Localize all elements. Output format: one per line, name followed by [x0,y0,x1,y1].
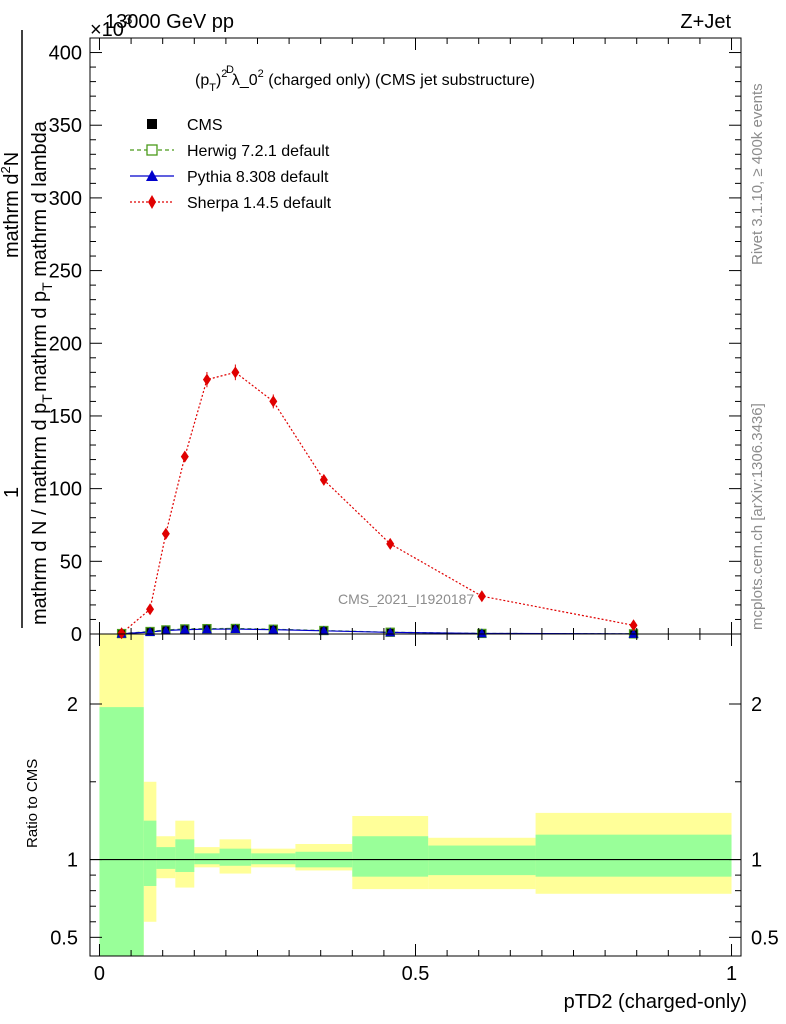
main-y-tick-label: 200 [49,333,82,355]
sherpa-point [231,366,240,379]
ratio-axis-label: Ratio to CMS [24,759,41,848]
legend-entry: CMS [147,117,223,134]
ratio-green-band [194,853,220,865]
ratio-y-tick-label-right: 1 [751,850,762,872]
pythia-point [268,624,279,634]
y-label-numerator-top: mathrm d2N [0,152,23,258]
main-y-tick-label: 250 [49,261,82,283]
y-label-denominator: mathrm d N / mathrm d pT [29,394,55,625]
y-axis-label: 1 mathrm d N / mathrm d pT mathrm d2N ma… [0,30,55,628]
x-tick-label: 0 [94,963,105,985]
header-right-label: Z+Jet [680,11,731,33]
ratio-green-band [352,836,429,877]
main-y-tick-label: 50 [60,551,82,573]
pythia-point [476,628,487,638]
legend-marker [148,195,156,209]
mcplots-label: mcplots.cern.ch [arXiv:1306.3436] [749,403,766,630]
sherpa-point [202,373,211,386]
pythia-point [160,625,171,635]
analysis-watermark: CMS_2021_I1920187 [338,591,474,607]
main-y-tick-label: 300 [49,188,82,210]
legend-marker [147,119,157,129]
x-axis-label: pTD2 (charged-only) [564,991,747,1013]
legend-entry: Pythia 8.308 default [130,169,329,186]
legend-label: Pythia 8.308 default [187,169,329,186]
pythia-point [318,625,329,635]
x-tick-label: 0.5 [402,963,430,985]
pythia-point [230,624,241,634]
legend-entry: Herwig 7.2.1 default [130,143,330,160]
ratio-green-band [535,834,732,877]
legend-entry: Sherpa 1.4.5 default [130,195,332,212]
ratio-green-band [175,839,195,872]
legend-label: CMS [187,117,223,134]
main-y-tick-label: 150 [49,406,82,428]
ratio-y-tick-label: 0.5 [50,927,78,949]
ratio-green-band [143,820,157,886]
main-y-tick-label: 400 [49,43,82,65]
plot-title: (pT)2 λ_02 (charged only) (CMS jet subst… [195,68,535,94]
svg-text:×10: ×10 [90,19,124,41]
legend-marker [146,144,158,156]
svg-text:-3: -3 [120,11,133,27]
series-line [121,628,634,635]
y-label-one: 1 [1,487,23,498]
rivet-label: Rivet 3.1.10, ≥ 400k events [749,83,766,265]
ratio-green-band [251,853,296,865]
ratio-green-band [156,847,176,869]
main-y-tick-label: 0 [71,624,82,646]
exponent-label: ×10 -3 [90,11,133,41]
pythia-point [179,624,190,634]
ratio-y-tick-label-right: 2 [751,694,762,716]
ratio-y-tick-label-right: 0.5 [751,927,779,949]
sherpa-point [477,590,486,603]
legend-label: Sherpa 1.4.5 default [187,195,332,212]
sherpa-point [319,473,328,486]
legend-label: Herwig 7.2.1 default [187,143,330,160]
ratio-green-band [99,707,144,956]
series-line [121,371,634,634]
header-left-label: 13000 GeV pp [105,11,234,33]
sherpa-point [269,395,278,408]
main-y-tick-label: 100 [49,479,82,501]
x-tick-label: 1 [726,963,737,985]
sherpa-point [146,603,155,616]
ratio-y-tick-label: 1 [67,850,78,872]
legend-marker [146,170,158,181]
sherpa-point [629,619,638,632]
main-y-tick-label: 350 [49,115,82,137]
y-label-numerator-bottom: mathrm d pT mathrm d lambda [29,120,55,392]
plot-title-sup-d: D [226,64,234,76]
sherpa-point [161,527,170,540]
pythia-point [201,624,212,634]
ratio-plot-frame [89,633,742,957]
sherpa-point [117,627,126,640]
pythia-point [628,628,639,638]
sherpa-point [386,537,395,550]
ratio-green-band [428,845,536,876]
sherpa-point [180,450,189,463]
ratio-y-tick-label: 2 [67,694,78,716]
ratio-green-band [219,848,252,866]
